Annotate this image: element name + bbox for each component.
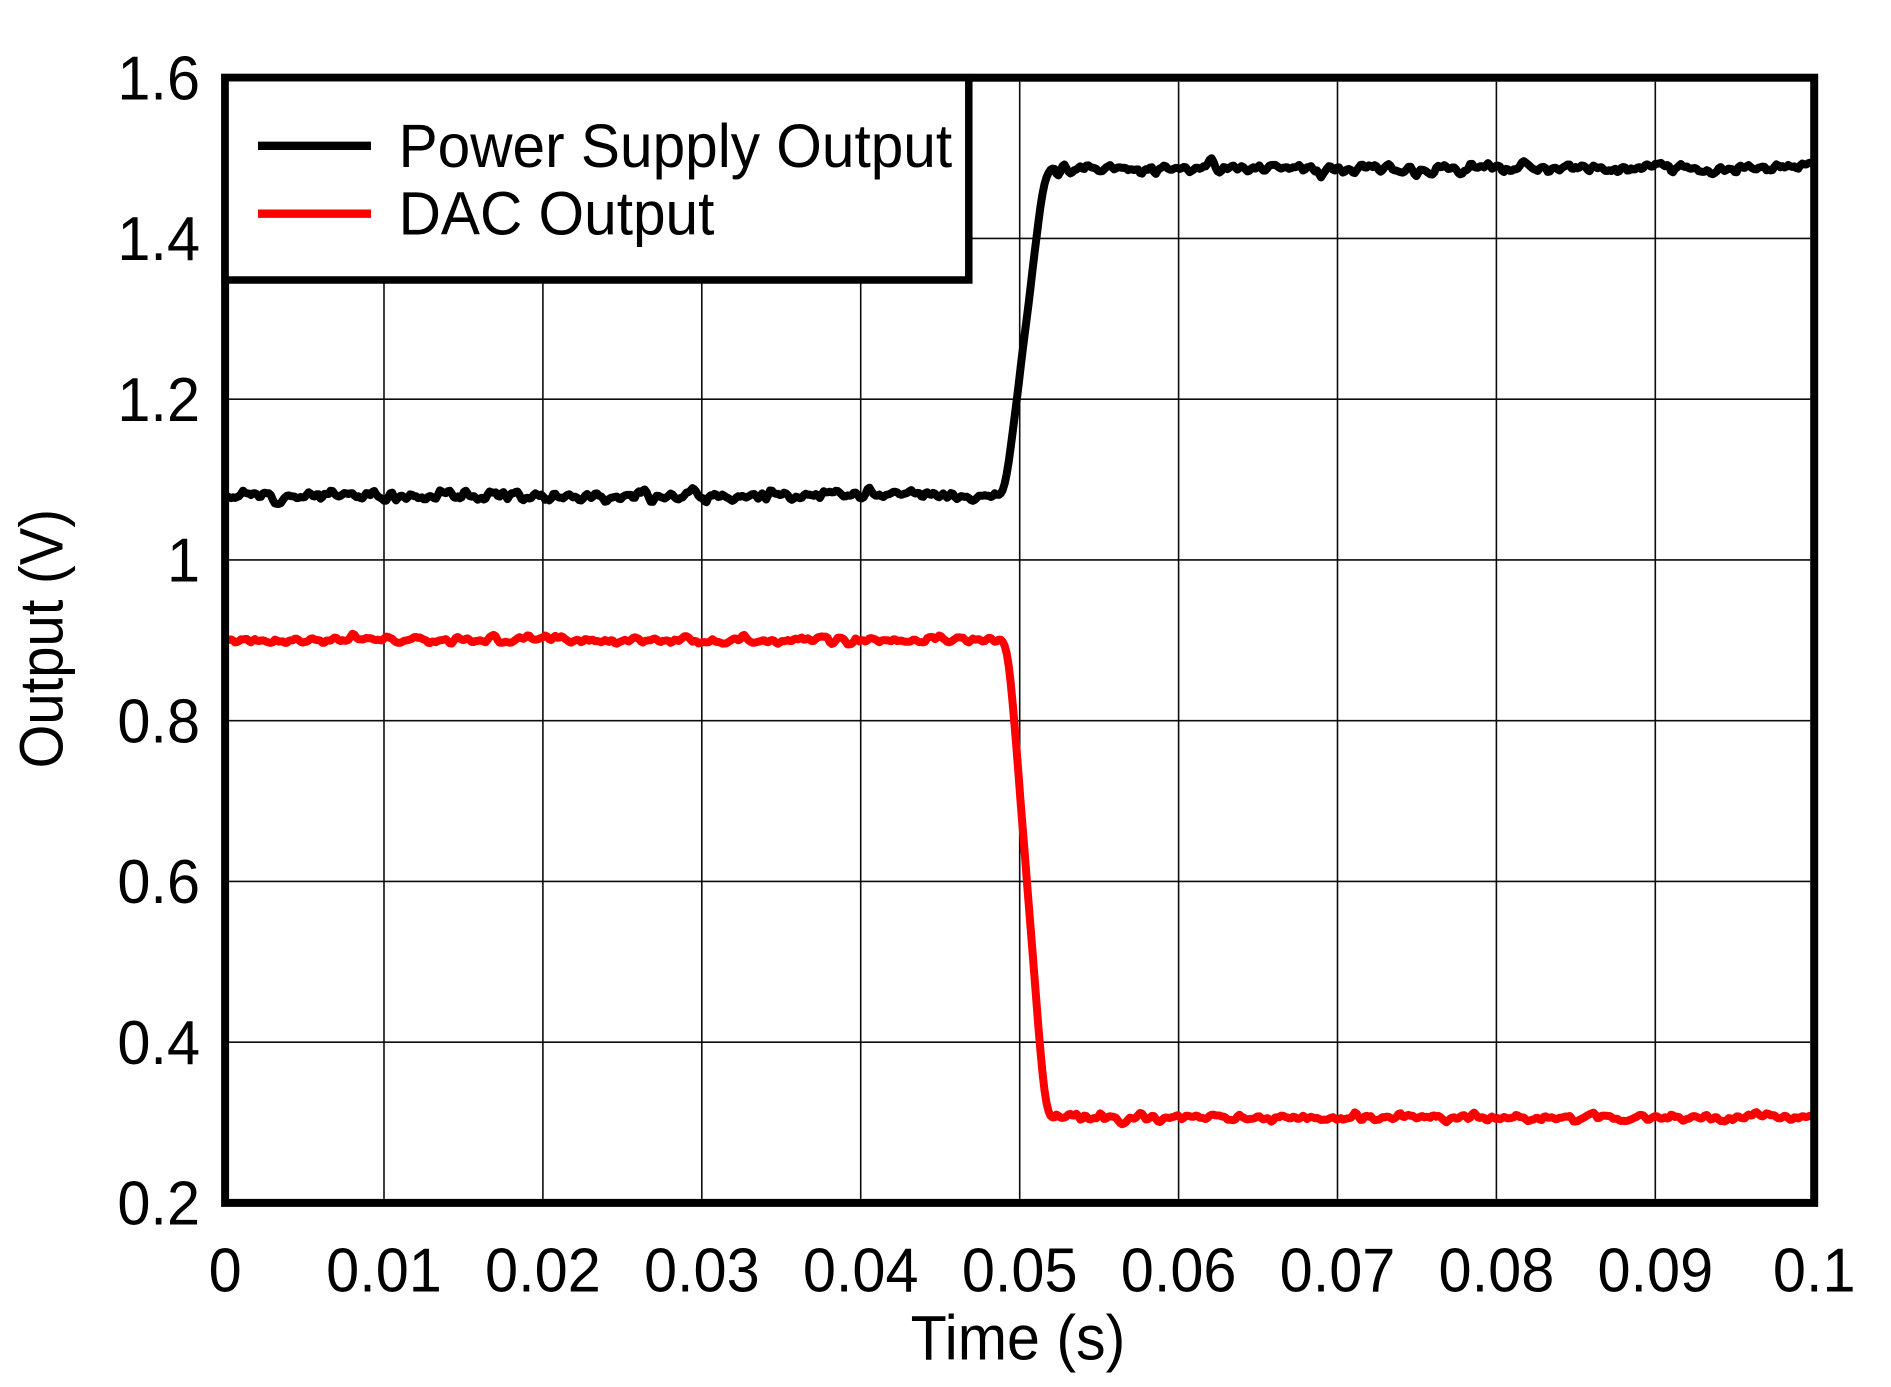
svg-text:0.07: 0.07	[1280, 1235, 1396, 1305]
svg-text:1: 1	[167, 525, 200, 595]
svg-text:0.02: 0.02	[485, 1235, 601, 1305]
svg-text:0.08: 0.08	[1439, 1235, 1555, 1305]
svg-text:0.03: 0.03	[644, 1235, 760, 1305]
svg-text:Power Supply Output: Power Supply Output	[399, 112, 953, 180]
svg-text:1.6: 1.6	[117, 43, 200, 113]
svg-text:0.01: 0.01	[326, 1235, 442, 1305]
svg-text:0.06: 0.06	[1121, 1235, 1237, 1305]
svg-text:0.04: 0.04	[803, 1235, 919, 1305]
svg-text:0.2: 0.2	[117, 1168, 200, 1238]
svg-text:0.6: 0.6	[117, 847, 200, 917]
svg-text:0.8: 0.8	[117, 686, 200, 756]
svg-text:0: 0	[209, 1235, 242, 1305]
svg-text:Output (V): Output (V)	[8, 509, 76, 768]
svg-text:Time (s): Time (s)	[911, 1303, 1126, 1374]
svg-text:1.4: 1.4	[117, 204, 200, 274]
svg-text:DAC Output: DAC Output	[399, 180, 715, 248]
svg-text:0.09: 0.09	[1597, 1235, 1713, 1305]
svg-text:0.4: 0.4	[117, 1008, 200, 1078]
svg-text:0.1: 0.1	[1773, 1235, 1856, 1305]
svg-text:0.05: 0.05	[962, 1235, 1078, 1305]
svg-text:1.2: 1.2	[117, 365, 200, 435]
